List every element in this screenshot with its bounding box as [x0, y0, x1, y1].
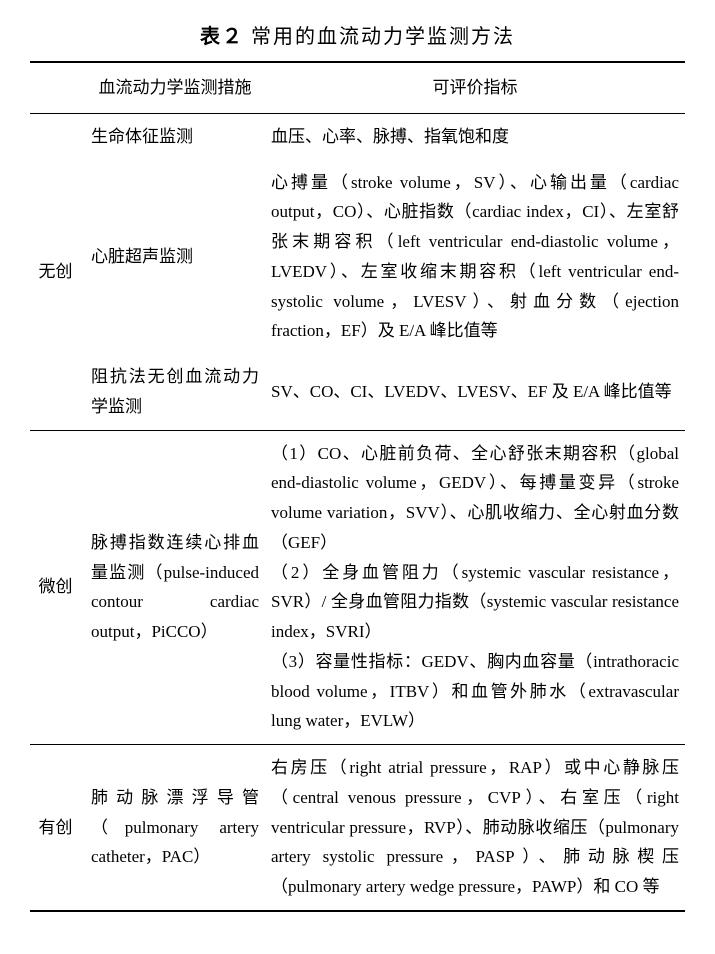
method-cell: 心脏超声监测 [85, 160, 265, 355]
category-invasive: 有创 [30, 745, 85, 911]
method-cell: 脉搏指数连续心排血量监测（pulse-induced contour cardi… [85, 430, 265, 745]
indicator-cell: 心搏量（stroke volume，SV）、心输出量（cardiac outpu… [265, 160, 685, 355]
category-minimal: 微创 [30, 430, 85, 745]
category-noninvasive: 无创 [30, 113, 85, 430]
method-cell: 生命体征监测 [85, 113, 265, 159]
header-method: 血流动力学监测措施 [85, 62, 265, 113]
header-row: 血流动力学监测措施 可评价指标 [30, 62, 685, 113]
header-category [30, 62, 85, 113]
indicator-cell: （1）CO、心脏前负荷、全心舒张末期容积（global end-diastoli… [265, 430, 685, 745]
table-number: 表２ [200, 26, 244, 48]
indicator-cell: SV、CO、CI、LVEDV、LVESV、EF 及 E/A 峰比值等 [265, 354, 685, 430]
table-caption: 常用的血流动力学监测方法 [251, 26, 515, 48]
method-cell: 阻抗法无创血流动力学监测 [85, 354, 265, 430]
table-title: 表２ 常用的血流动力学监测方法 [30, 20, 685, 49]
indicator-cell: 右房压（right atrial pressure，RAP）或中心静脉压（cen… [265, 745, 685, 911]
table-row: 微创 脉搏指数连续心排血量监测（pulse-induced contour ca… [30, 430, 685, 745]
indicator-cell: 血压、心率、脉搏、指氧饱和度 [265, 113, 685, 159]
method-cell: 肺动脉漂浮导管（pulmonary artery catheter，PAC） [85, 745, 265, 911]
table-row: 无创 生命体征监测 血压、心率、脉搏、指氧饱和度 [30, 113, 685, 159]
header-indicator: 可评价指标 [265, 62, 685, 113]
table-row: 阻抗法无创血流动力学监测 SV、CO、CI、LVEDV、LVESV、EF 及 E… [30, 354, 685, 430]
table-row: 心脏超声监测 心搏量（stroke volume，SV）、心输出量（cardia… [30, 160, 685, 355]
table-row: 有创 肺动脉漂浮导管（pulmonary artery catheter，PAC… [30, 745, 685, 911]
hemodynamic-monitoring-table: 血流动力学监测措施 可评价指标 无创 生命体征监测 血压、心率、脉搏、指氧饱和度… [30, 61, 685, 912]
